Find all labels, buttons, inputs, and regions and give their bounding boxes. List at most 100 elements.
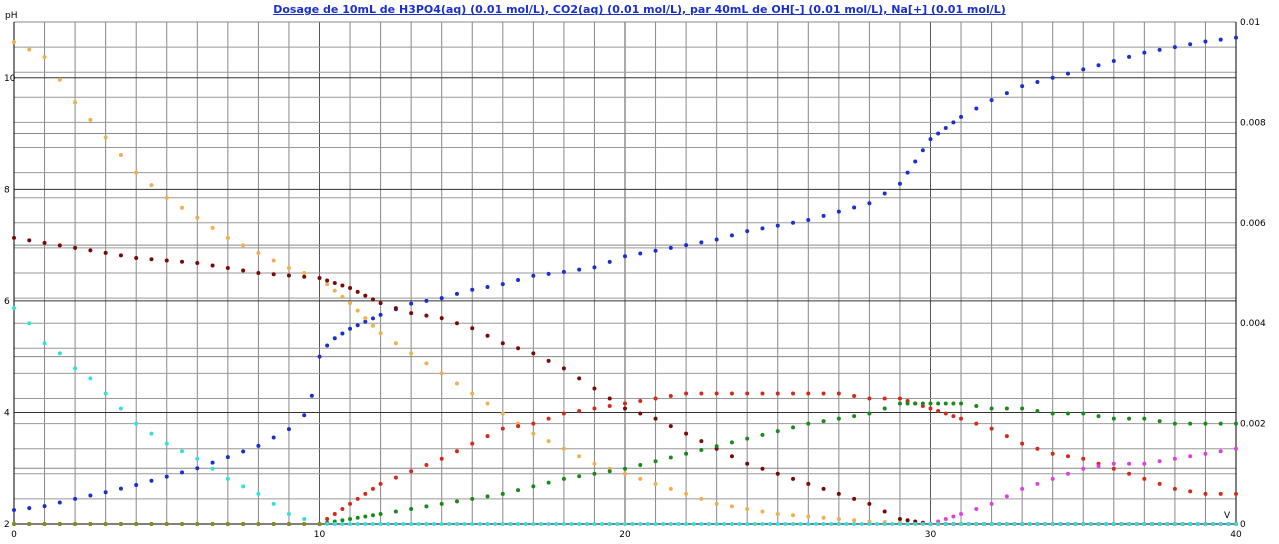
data-point-series-6	[332, 522, 337, 526]
data-point-series-0	[149, 478, 154, 483]
data-point-series-2	[241, 268, 246, 273]
data-point-series-5	[1065, 471, 1070, 476]
data-point-series-6	[546, 522, 551, 526]
data-point-series-6	[516, 522, 521, 526]
data-point-series-2	[729, 454, 734, 459]
data-point-series-6	[867, 522, 872, 526]
data-point-series-4	[760, 432, 765, 437]
data-point-series-6	[875, 522, 880, 526]
data-point-series-0	[180, 470, 185, 475]
data-point-series-3	[806, 391, 811, 396]
data-point-series-0	[1218, 37, 1223, 42]
data-point-series-6	[57, 351, 62, 356]
data-point-series-6	[500, 522, 505, 526]
data-point-series-6	[676, 522, 681, 526]
data-point-series-2	[470, 326, 475, 331]
data-point-series-6	[981, 522, 986, 526]
data-point-series-5	[951, 514, 956, 519]
data-point-series-0	[607, 259, 612, 264]
data-point-series-4	[882, 406, 887, 411]
data-point-series-3	[363, 491, 368, 496]
data-point-series-6	[1127, 522, 1132, 526]
data-point-series-6	[424, 522, 429, 526]
data-point-series-0	[592, 265, 597, 270]
data-point-series-5	[1127, 461, 1132, 466]
data-point-series-6	[989, 522, 994, 526]
data-point-series-6	[1188, 522, 1193, 526]
data-point-series-2	[378, 301, 383, 306]
y-left-tick-label: 10	[4, 74, 16, 84]
data-point-series-1	[500, 411, 505, 416]
data-point-series-0	[1127, 54, 1132, 59]
data-point-series-0	[424, 298, 429, 303]
data-point-series-0	[378, 312, 383, 317]
data-point-series-1	[370, 323, 375, 328]
data-point-series-6	[561, 522, 566, 526]
data-point-series-6	[363, 522, 368, 526]
data-point-series-2	[653, 416, 658, 421]
data-point-series-6	[569, 522, 574, 526]
data-point-series-4	[936, 401, 941, 406]
data-point-series-6	[1226, 522, 1231, 526]
data-point-series-0	[577, 267, 582, 272]
data-point-series-4	[1004, 406, 1009, 411]
data-point-series-4	[592, 471, 597, 476]
data-point-series-6	[286, 511, 291, 516]
data-point-series-3	[1111, 466, 1116, 471]
data-point-series-2	[370, 297, 375, 302]
data-point-series-4	[668, 455, 673, 460]
data-point-series-0	[42, 504, 47, 509]
data-point-series-4	[348, 516, 353, 521]
data-point-series-4	[623, 466, 627, 471]
data-point-series-2	[821, 486, 826, 491]
x-tick-label: 30	[925, 530, 937, 540]
data-point-series-2	[286, 273, 291, 278]
data-point-series-2	[118, 253, 123, 258]
data-point-series-6	[523, 522, 528, 526]
data-point-series-6	[1157, 522, 1162, 526]
data-point-series-1	[546, 439, 551, 444]
data-point-series-2	[164, 258, 169, 263]
data-point-series-0	[623, 254, 627, 259]
data-point-series-6	[340, 522, 345, 526]
data-point-series-6	[897, 522, 902, 526]
data-point-series-2	[149, 257, 154, 262]
data-point-series-0	[73, 496, 78, 501]
data-point-series-4	[1050, 411, 1055, 416]
data-point-series-6	[691, 522, 696, 526]
data-point-series-0	[928, 137, 933, 142]
data-point-series-0	[57, 500, 62, 505]
data-point-series-7	[302, 522, 307, 526]
data-point-series-5	[1111, 461, 1116, 466]
data-point-series-6	[27, 321, 32, 326]
data-point-series-6	[1058, 522, 1063, 526]
data-point-series-0	[1081, 67, 1086, 72]
data-point-series-5	[1234, 446, 1238, 451]
data-point-series-2	[225, 265, 230, 270]
data-point-series-3	[1203, 491, 1208, 496]
data-point-series-0	[836, 209, 841, 214]
data-point-series-6	[1211, 522, 1216, 526]
data-point-series-1	[149, 183, 154, 188]
data-point-series-1	[821, 515, 826, 520]
data-point-series-6	[638, 522, 643, 526]
data-point-series-3	[577, 409, 582, 414]
data-point-series-6	[920, 522, 925, 526]
data-point-series-6	[821, 522, 826, 526]
y-axis-label: pH	[5, 11, 17, 21]
data-point-series-1	[699, 496, 704, 501]
data-point-series-3	[348, 501, 353, 506]
data-point-series-2	[340, 283, 345, 288]
data-point-series-1	[225, 235, 230, 240]
data-point-series-1	[118, 153, 123, 158]
data-point-series-2	[638, 411, 643, 416]
y-right-tick-label: 0.004	[1240, 319, 1266, 329]
data-point-series-1	[485, 401, 490, 406]
data-point-series-6	[103, 391, 108, 396]
data-point-series-6	[432, 522, 437, 526]
data-point-series-4	[729, 440, 734, 445]
data-point-series-3	[867, 396, 872, 401]
data-point-series-5	[1035, 481, 1040, 486]
data-point-series-4	[1035, 409, 1040, 414]
